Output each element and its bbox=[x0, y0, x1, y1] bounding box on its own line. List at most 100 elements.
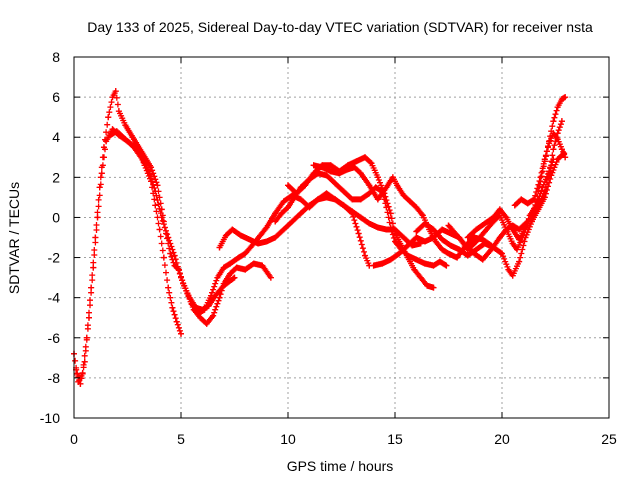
data-point bbox=[122, 122, 129, 129]
data-point bbox=[456, 246, 463, 253]
data-point bbox=[516, 236, 523, 243]
data-point bbox=[509, 240, 516, 247]
data-point bbox=[349, 196, 356, 203]
data-point bbox=[454, 254, 461, 261]
data-point bbox=[421, 220, 428, 227]
data-point bbox=[379, 260, 386, 267]
data-point bbox=[383, 184, 390, 191]
data-point bbox=[471, 250, 478, 257]
data-point bbox=[289, 218, 296, 225]
data-point bbox=[154, 182, 161, 189]
data-point bbox=[216, 294, 223, 301]
y-tick-label: -6 bbox=[48, 330, 61, 346]
data-point bbox=[130, 144, 137, 151]
data-point bbox=[481, 228, 488, 235]
y-tick-label: 4 bbox=[52, 129, 60, 145]
data-point bbox=[522, 224, 529, 231]
data-point bbox=[323, 194, 330, 201]
data-point bbox=[297, 196, 304, 203]
data-point bbox=[113, 128, 120, 135]
data-point bbox=[297, 210, 304, 217]
data-point bbox=[562, 94, 569, 101]
data-point bbox=[357, 214, 364, 221]
data-point bbox=[178, 274, 184, 281]
y-tick-label: 2 bbox=[52, 169, 60, 185]
data-point bbox=[98, 170, 105, 177]
data-point bbox=[178, 330, 184, 337]
data-point bbox=[336, 170, 343, 177]
x-tick-label: 5 bbox=[177, 431, 185, 447]
data-point bbox=[165, 234, 172, 241]
data-point bbox=[372, 184, 379, 191]
data-point bbox=[368, 160, 375, 167]
data-point bbox=[394, 182, 401, 189]
data-point bbox=[417, 274, 424, 281]
data-point bbox=[513, 246, 520, 253]
series-arc-5 bbox=[216, 194, 424, 251]
data-point bbox=[424, 282, 431, 289]
y-tick-labels: -10 -8 -6 -4 -2 0 2 4 6 8 bbox=[40, 49, 60, 426]
data-point bbox=[454, 232, 461, 239]
data-point bbox=[165, 284, 172, 291]
data-point bbox=[488, 246, 495, 253]
data-point bbox=[323, 172, 330, 179]
data-point bbox=[169, 304, 176, 311]
data-point bbox=[355, 230, 362, 237]
data-point bbox=[77, 380, 84, 387]
data-point bbox=[374, 196, 381, 203]
data-point bbox=[103, 138, 110, 145]
data-point bbox=[516, 258, 523, 265]
data-point bbox=[462, 242, 469, 249]
data-point bbox=[310, 170, 317, 177]
data-point bbox=[246, 236, 253, 243]
data-point bbox=[421, 260, 428, 267]
data-point bbox=[156, 226, 163, 233]
data-point bbox=[496, 206, 503, 213]
x-tick-label: 25 bbox=[601, 431, 617, 447]
plot-frame bbox=[73, 56, 610, 419]
data-point bbox=[259, 262, 266, 269]
data-point bbox=[207, 292, 214, 299]
data-point bbox=[511, 202, 518, 209]
data-point bbox=[222, 232, 229, 239]
y-tick-label: -8 bbox=[48, 370, 61, 386]
data-point bbox=[310, 162, 317, 169]
data-point bbox=[413, 228, 420, 235]
data-point bbox=[203, 320, 210, 327]
data-point bbox=[220, 264, 227, 271]
data-point bbox=[509, 272, 516, 279]
data-point bbox=[413, 204, 420, 211]
data-point bbox=[473, 246, 480, 253]
data-point bbox=[389, 174, 396, 181]
series-arc-7 bbox=[285, 154, 437, 291]
data-point bbox=[430, 262, 437, 269]
data-point bbox=[357, 196, 364, 203]
data-point bbox=[235, 254, 242, 261]
data-point bbox=[518, 196, 525, 203]
data-point bbox=[188, 300, 195, 307]
data-point bbox=[340, 188, 347, 195]
data-point bbox=[214, 274, 221, 281]
data-point bbox=[332, 196, 339, 203]
data-point bbox=[473, 238, 480, 245]
x-axis-label: GPS time / hours bbox=[287, 458, 394, 474]
series-arc-3 bbox=[107, 128, 274, 327]
data-point bbox=[516, 226, 523, 233]
data-point bbox=[250, 260, 257, 267]
data-point bbox=[291, 194, 298, 201]
data-point bbox=[109, 94, 116, 101]
data-point bbox=[81, 358, 88, 365]
data-point bbox=[327, 162, 334, 169]
data-point bbox=[216, 244, 223, 251]
data-point bbox=[550, 146, 557, 153]
x-tick-label: 10 bbox=[280, 431, 296, 447]
data-point bbox=[473, 226, 480, 233]
data-point bbox=[285, 182, 291, 189]
data-point bbox=[387, 256, 394, 263]
data-point bbox=[366, 190, 373, 197]
data-point bbox=[490, 214, 497, 221]
data-point bbox=[227, 270, 234, 277]
data-point bbox=[481, 240, 488, 247]
data-point bbox=[327, 168, 334, 175]
